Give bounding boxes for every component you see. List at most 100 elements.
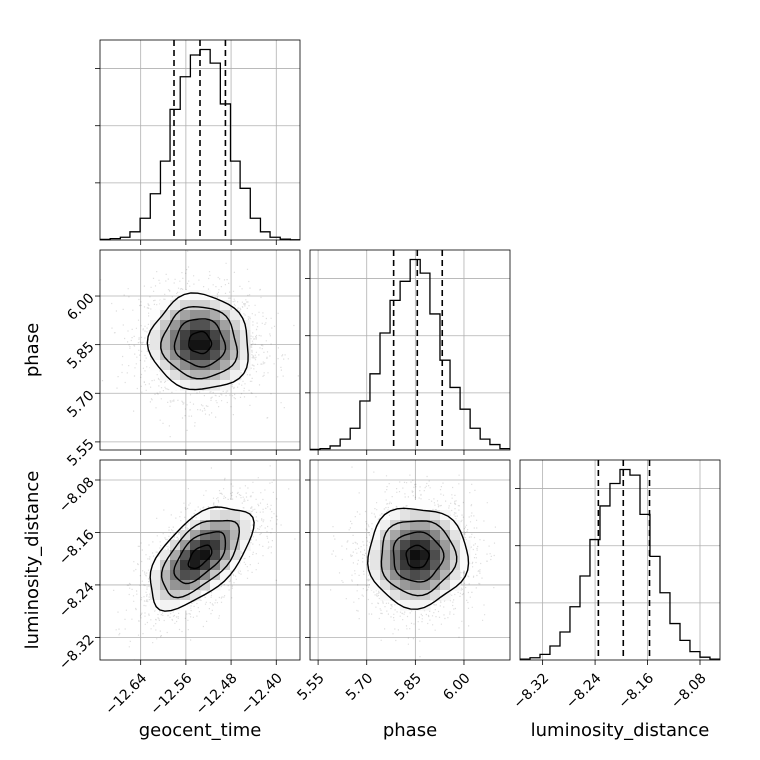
contour-line	[188, 330, 213, 355]
density-cell	[160, 570, 171, 581]
density-cell	[220, 350, 231, 361]
density-cell	[200, 370, 211, 381]
contour-line	[366, 507, 470, 610]
contour-line	[160, 305, 239, 380]
density-cell	[180, 560, 191, 571]
density-cell	[440, 540, 451, 551]
density-cell	[160, 340, 171, 351]
density-cell	[180, 350, 191, 361]
density-cell	[210, 360, 221, 371]
density-cell	[190, 560, 201, 571]
density-cell	[160, 600, 171, 611]
density-cell	[450, 570, 461, 581]
x-tick-label: 5.70	[343, 670, 376, 703]
density-cell	[180, 340, 191, 351]
density-cell	[180, 370, 191, 381]
density-cell	[200, 560, 211, 571]
density-cell	[170, 340, 181, 351]
density-cell	[440, 520, 451, 531]
density-cell	[370, 550, 381, 561]
density	[330, 466, 510, 658]
density-cell	[230, 370, 241, 381]
density-cell	[430, 550, 441, 561]
density-cell	[230, 500, 241, 511]
density-cell	[450, 530, 461, 541]
density-cell	[160, 330, 171, 341]
density-cell	[160, 560, 171, 571]
density-cell	[390, 580, 401, 591]
density-cell	[240, 360, 251, 371]
axes-frame	[99, 459, 301, 661]
density-cell	[220, 560, 231, 571]
y-axis-label-luminosity_distance: luminosity_distance	[22, 471, 43, 650]
y-tick-label: 5.70	[64, 388, 97, 421]
density-cell	[420, 570, 431, 581]
density-cell	[200, 310, 211, 321]
density-cell	[150, 330, 161, 341]
density-cell	[230, 560, 241, 571]
density-cell	[190, 550, 201, 561]
density-cell	[200, 530, 211, 541]
x-tick-label: −12.48	[193, 670, 241, 718]
density-cell	[180, 360, 191, 371]
density-cell	[240, 520, 251, 531]
density-cell	[150, 560, 161, 571]
hist-panel-geocent_time	[95, 39, 301, 245]
histogram-luminosity_distance	[520, 468, 720, 660]
density-cell	[180, 310, 191, 321]
density-cell	[410, 560, 421, 571]
density-cell	[420, 510, 431, 521]
density-cell	[180, 330, 191, 341]
density-cell	[450, 540, 461, 551]
density-cell	[230, 320, 241, 331]
density-cell	[420, 550, 431, 561]
density-cell	[170, 320, 181, 331]
x-tick-label: 6.00	[440, 670, 473, 703]
density-cell	[210, 550, 221, 561]
density-cell	[430, 530, 441, 541]
density-cell	[230, 540, 241, 551]
density-cell	[380, 570, 391, 581]
y-tick-label: 5.55	[64, 436, 97, 469]
contour-line	[173, 531, 227, 585]
density-cell	[240, 330, 251, 341]
density-cell	[430, 540, 441, 551]
panel-phase-vs-geocent_time: 5.55 5.70 5.85 6.00	[64, 249, 301, 470]
density-cell	[220, 570, 231, 581]
x-axis-label-phase: phase	[383, 720, 437, 741]
density-cell	[230, 340, 241, 351]
density-cell	[230, 510, 241, 521]
density-cell	[430, 560, 441, 571]
y-tick-label: −8.08	[56, 474, 98, 516]
density-cell	[200, 350, 211, 361]
density-cell	[210, 350, 221, 361]
density-cell	[190, 290, 201, 301]
density-cell	[190, 340, 201, 351]
density-cell	[170, 540, 181, 551]
density-cell	[150, 360, 161, 371]
density-cell	[170, 370, 181, 381]
density-cell	[430, 570, 441, 581]
density-cell	[430, 580, 441, 591]
density-cell	[230, 530, 241, 541]
density-cell	[220, 510, 231, 521]
density-cell	[450, 520, 461, 531]
density-cell	[210, 570, 221, 581]
density-cell	[390, 520, 401, 531]
density-cell	[190, 580, 201, 591]
density-cell	[220, 520, 231, 531]
density-cell	[190, 320, 201, 331]
density-cell	[450, 580, 461, 591]
x-tick-label: −8.08	[668, 670, 710, 712]
density-cell	[220, 550, 231, 561]
density	[100, 250, 299, 438]
x-tick-label: −12.40	[238, 670, 286, 718]
density-cell	[370, 580, 381, 591]
density-cell	[180, 550, 191, 561]
density-cell	[160, 590, 171, 601]
panel-luminosity_distance-vs-phase	[305, 459, 511, 665]
density-cell	[160, 580, 171, 591]
density-cell	[410, 530, 421, 541]
contour-line	[380, 520, 458, 597]
x-tick-label: 5.55	[294, 670, 327, 703]
